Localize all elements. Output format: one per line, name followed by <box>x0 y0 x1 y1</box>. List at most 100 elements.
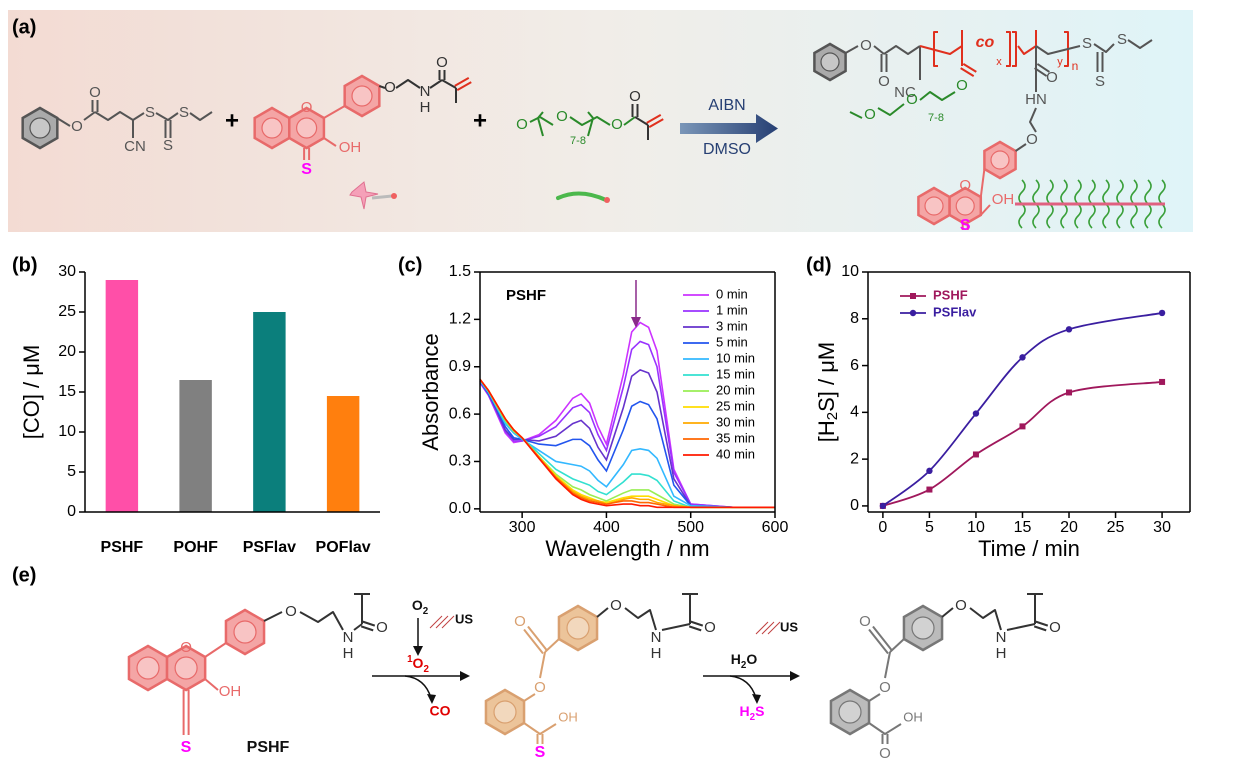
formula-part: H <box>731 651 741 667</box>
marker <box>879 502 887 510</box>
bond <box>868 628 889 655</box>
atom-label: AIBN <box>708 97 745 114</box>
arrow-head <box>413 646 423 656</box>
atom-label: O <box>864 106 876 123</box>
formula-part: O <box>746 651 757 667</box>
atom-label: S <box>179 104 189 121</box>
y-tick-label: 6 <box>850 357 859 374</box>
bond <box>454 76 470 87</box>
atom-label: OH <box>903 709 923 724</box>
atom-label: S <box>960 217 971 234</box>
marker <box>926 467 933 475</box>
arrow-head <box>790 671 800 681</box>
bond <box>569 116 611 126</box>
series-line <box>479 380 775 509</box>
bond <box>94 111 134 121</box>
atom-label: HN <box>1025 91 1047 108</box>
bond <box>962 63 977 73</box>
x-tick-label: POHF <box>173 539 218 556</box>
bond <box>919 91 956 101</box>
marker <box>1159 378 1166 385</box>
atom-label: 7-8 <box>928 112 944 124</box>
panel-label: (e) <box>12 564 36 586</box>
atom-label: O <box>879 679 891 696</box>
atom-label: 7-8 <box>570 135 586 147</box>
label-part: S] / μM <box>814 342 839 412</box>
bond <box>441 79 457 89</box>
atom-label: N <box>420 83 431 100</box>
reaction-arrow <box>729 675 757 699</box>
atom-label: O <box>180 639 192 656</box>
bond <box>83 111 96 121</box>
marker <box>1066 389 1073 396</box>
bond <box>646 113 662 124</box>
ring-center <box>955 196 975 216</box>
atom-label: OH <box>339 139 362 156</box>
panel-label: (d) <box>806 254 832 276</box>
monomer-cartoon <box>371 194 393 200</box>
y-tick-label: 1.5 <box>449 263 471 280</box>
formula-part: S <box>755 703 764 719</box>
atom-label: S <box>163 137 173 154</box>
bond <box>624 607 657 631</box>
y-tick-label: 0.6 <box>449 405 471 422</box>
atom-label: O <box>384 79 396 96</box>
bond <box>634 116 649 126</box>
ring-center <box>838 700 862 724</box>
series-line <box>479 368 775 509</box>
panel-background <box>8 10 1193 232</box>
ultrasound-wave <box>767 621 781 635</box>
ring-center <box>351 85 373 107</box>
formula-part: 1 <box>407 654 413 665</box>
y-tick-label: 0.0 <box>449 500 471 517</box>
ring-center <box>820 52 840 72</box>
atom-label: O <box>516 116 528 133</box>
bond <box>587 111 594 137</box>
atom-label: H <box>420 99 431 116</box>
y-tick-label: 4 <box>850 404 859 421</box>
bond <box>429 79 443 89</box>
bond <box>323 105 346 119</box>
y-axis-label: [H2S] / μM <box>814 342 841 442</box>
bond <box>527 625 548 652</box>
atom-label: N <box>651 629 662 646</box>
legend-marker <box>910 293 916 299</box>
bond <box>456 81 472 92</box>
ring-center <box>261 117 283 139</box>
atom-label: O <box>71 118 83 135</box>
formula-part: 2 <box>423 664 429 675</box>
atom-label: O <box>859 613 871 630</box>
x-tick-label: 10 <box>967 519 985 536</box>
bond <box>1036 63 1050 73</box>
ring-center <box>233 620 257 644</box>
atom-label: O <box>906 91 918 108</box>
series-line <box>479 321 775 509</box>
monomer-cartoon <box>391 193 397 199</box>
atom-label: S <box>181 739 192 756</box>
series-line <box>479 378 775 509</box>
series-line <box>479 340 775 509</box>
series-line <box>882 312 1163 507</box>
bond <box>132 112 145 121</box>
y-tick-label: 0.3 <box>449 453 471 470</box>
monomer-cartoon <box>349 181 379 210</box>
atom-label: x <box>996 56 1002 68</box>
x-tick-label: 15 <box>1014 519 1032 536</box>
series-line <box>479 380 775 509</box>
atom-label: S <box>301 161 312 178</box>
formula-part: O <box>412 597 423 613</box>
bond <box>883 45 921 55</box>
atom-label: O <box>956 77 968 94</box>
y-tick-label: 30 <box>58 263 76 280</box>
reaction-arrow <box>680 114 778 143</box>
legend-label: PSHF <box>933 287 968 302</box>
legend-label: 35 min <box>716 430 755 445</box>
bond <box>868 693 881 702</box>
ring-center <box>493 700 517 724</box>
bond <box>189 111 213 121</box>
bond <box>1093 43 1115 53</box>
monomer-cartoon <box>604 197 610 203</box>
y-tick-label: 0.9 <box>449 358 471 375</box>
atom-label: O <box>376 619 388 636</box>
